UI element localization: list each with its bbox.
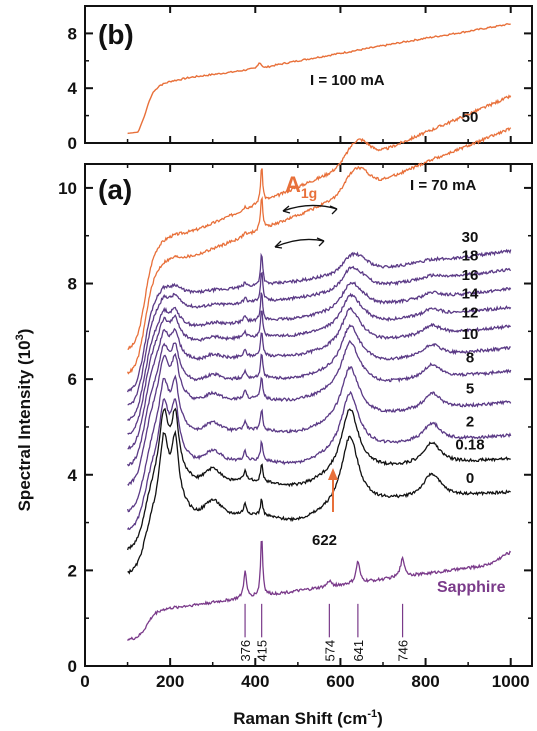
y-axis-title: Spectral Intensity (103) [14,329,34,512]
series-label: 30 [462,229,479,246]
peak-label: 641 [351,640,366,662]
peak-label: 376 [238,640,253,662]
panel-b-series-line [127,22,511,135]
series-label: 8 [466,349,474,366]
y-tick-label: 0 [68,657,77,676]
y-axis-title-sup: 3 [14,334,26,340]
peak-622-arrow-head [328,468,338,480]
x-tick-label: 400 [241,672,269,691]
spectrum-line [126,248,512,393]
a1g-main: A [285,172,301,197]
a1g-mode-label: A1g [285,172,317,201]
panel-b-ticks: 0 4 8 [68,24,532,153]
a1g-sub: 1g [301,185,317,201]
a1g-arrow-upper-head-right [329,205,338,215]
panel-a-lines [126,94,512,641]
x-axis-title-close: ) [377,709,383,728]
spectrum-line [127,292,512,435]
spectrum-line [126,407,511,551]
b-y-tick-label: 8 [68,24,77,43]
spectrum-line [127,390,512,531]
spectrum-line [127,265,512,406]
panel-a-tag: (a) [98,174,132,205]
x-axis-title-sup: -1 [367,708,377,720]
spectrum-line [127,94,512,350]
spectrum-line [127,339,512,487]
series-label: Sapphire [437,579,506,596]
x-tick-label: 200 [156,672,184,691]
peak-label: 746 [396,640,411,662]
x-tick-label: 1000 [492,672,530,691]
peak-label: 574 [322,640,337,662]
x-axis-title: Raman Shift (cm-1) [233,708,383,728]
b-y-tick-label: 4 [68,79,78,98]
series-label: 16 [462,267,479,284]
a1g-arrow-lower-head-right [316,237,325,247]
x-tick-label: 600 [326,672,354,691]
panel-a-frame [84,163,533,667]
a1g-arrow-lower [274,238,325,248]
a1g-arrow-upper-head-left [282,205,291,214]
spectrum-line [126,365,512,513]
peak-622-arrow [328,468,338,512]
y-tick-label: 4 [68,466,78,485]
a1g-arrows [274,204,338,249]
a1g-arrow-lower-head-left [274,240,283,249]
x-tick-label: 800 [411,672,439,691]
panel-b-current-label: I = 100 mA [310,72,385,89]
panel-b-tag: (b) [98,19,134,50]
spectrum-line [127,306,512,450]
peak-label: 415 [255,640,270,662]
series-label: 18 [462,248,479,265]
spectrum-line [127,281,512,421]
x-tick-label: 0 [80,672,89,691]
spectrum-line [127,429,511,575]
series-label: 14 [462,285,479,302]
panel-a-current-label: I = 70 mA [410,177,476,194]
series-label: 2 [466,413,474,430]
series-label: 50 [462,109,479,126]
spectrum-line [127,540,512,641]
series-label: 0 [466,470,474,487]
panel-b-frame [84,5,533,144]
panel-b-lines [127,22,511,135]
b-y-tick-label: 0 [68,134,77,153]
y-axis-title-close: ) [15,329,34,335]
spectrum-line [127,323,511,467]
y-tick-label: 2 [68,561,77,580]
series-label: 12 [462,305,479,322]
y-tick-label: 8 [68,275,77,294]
a1g-arrow-upper [282,204,338,212]
series-label: 10 [462,326,479,343]
peak-622-label: 622 [312,532,337,549]
y-tick-label: 6 [68,370,77,389]
series-label: 0.18 [455,437,484,454]
y-tick-label: 10 [58,179,77,198]
series-label: 5 [466,380,474,397]
